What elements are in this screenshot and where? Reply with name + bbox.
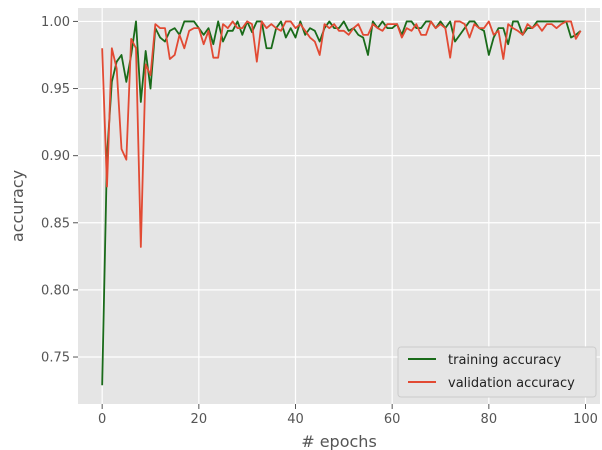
y-tick-label: 0.75 — [41, 351, 70, 366]
y-tick-label: 0.90 — [41, 149, 70, 164]
x-tick-label: 60 — [384, 412, 401, 427]
x-tick-label: 80 — [481, 412, 498, 427]
legend-label-training: training accuracy — [448, 353, 561, 368]
legend: training accuracy validation accuracy — [397, 346, 597, 398]
x-tick-label: 20 — [191, 412, 208, 427]
x-tick-label: 0 — [98, 412, 106, 427]
x-axis: 0 20 40 60 80 100 — [98, 404, 598, 427]
x-tick-label: 100 — [573, 412, 598, 427]
y-axis: 0.75 0.80 0.85 0.90 0.95 1.00 — [41, 15, 78, 366]
legend-box — [397, 346, 597, 398]
x-axis-label: # epochs — [301, 432, 377, 450]
series-line-validation — [101, 20, 582, 248]
series-layer — [101, 20, 582, 386]
y-tick-label: 0.80 — [41, 283, 70, 298]
y-tick-label: 0.95 — [41, 82, 70, 97]
series-line-training — [101, 20, 582, 386]
legend-label-validation: validation accuracy — [448, 376, 575, 391]
x-tick-label: 40 — [287, 412, 304, 427]
plot-background — [78, 8, 600, 404]
y-tick-label: 1.00 — [41, 15, 70, 30]
grid — [78, 8, 600, 404]
y-axis-label: accuracy — [8, 170, 27, 242]
y-tick-label: 0.85 — [41, 216, 70, 231]
